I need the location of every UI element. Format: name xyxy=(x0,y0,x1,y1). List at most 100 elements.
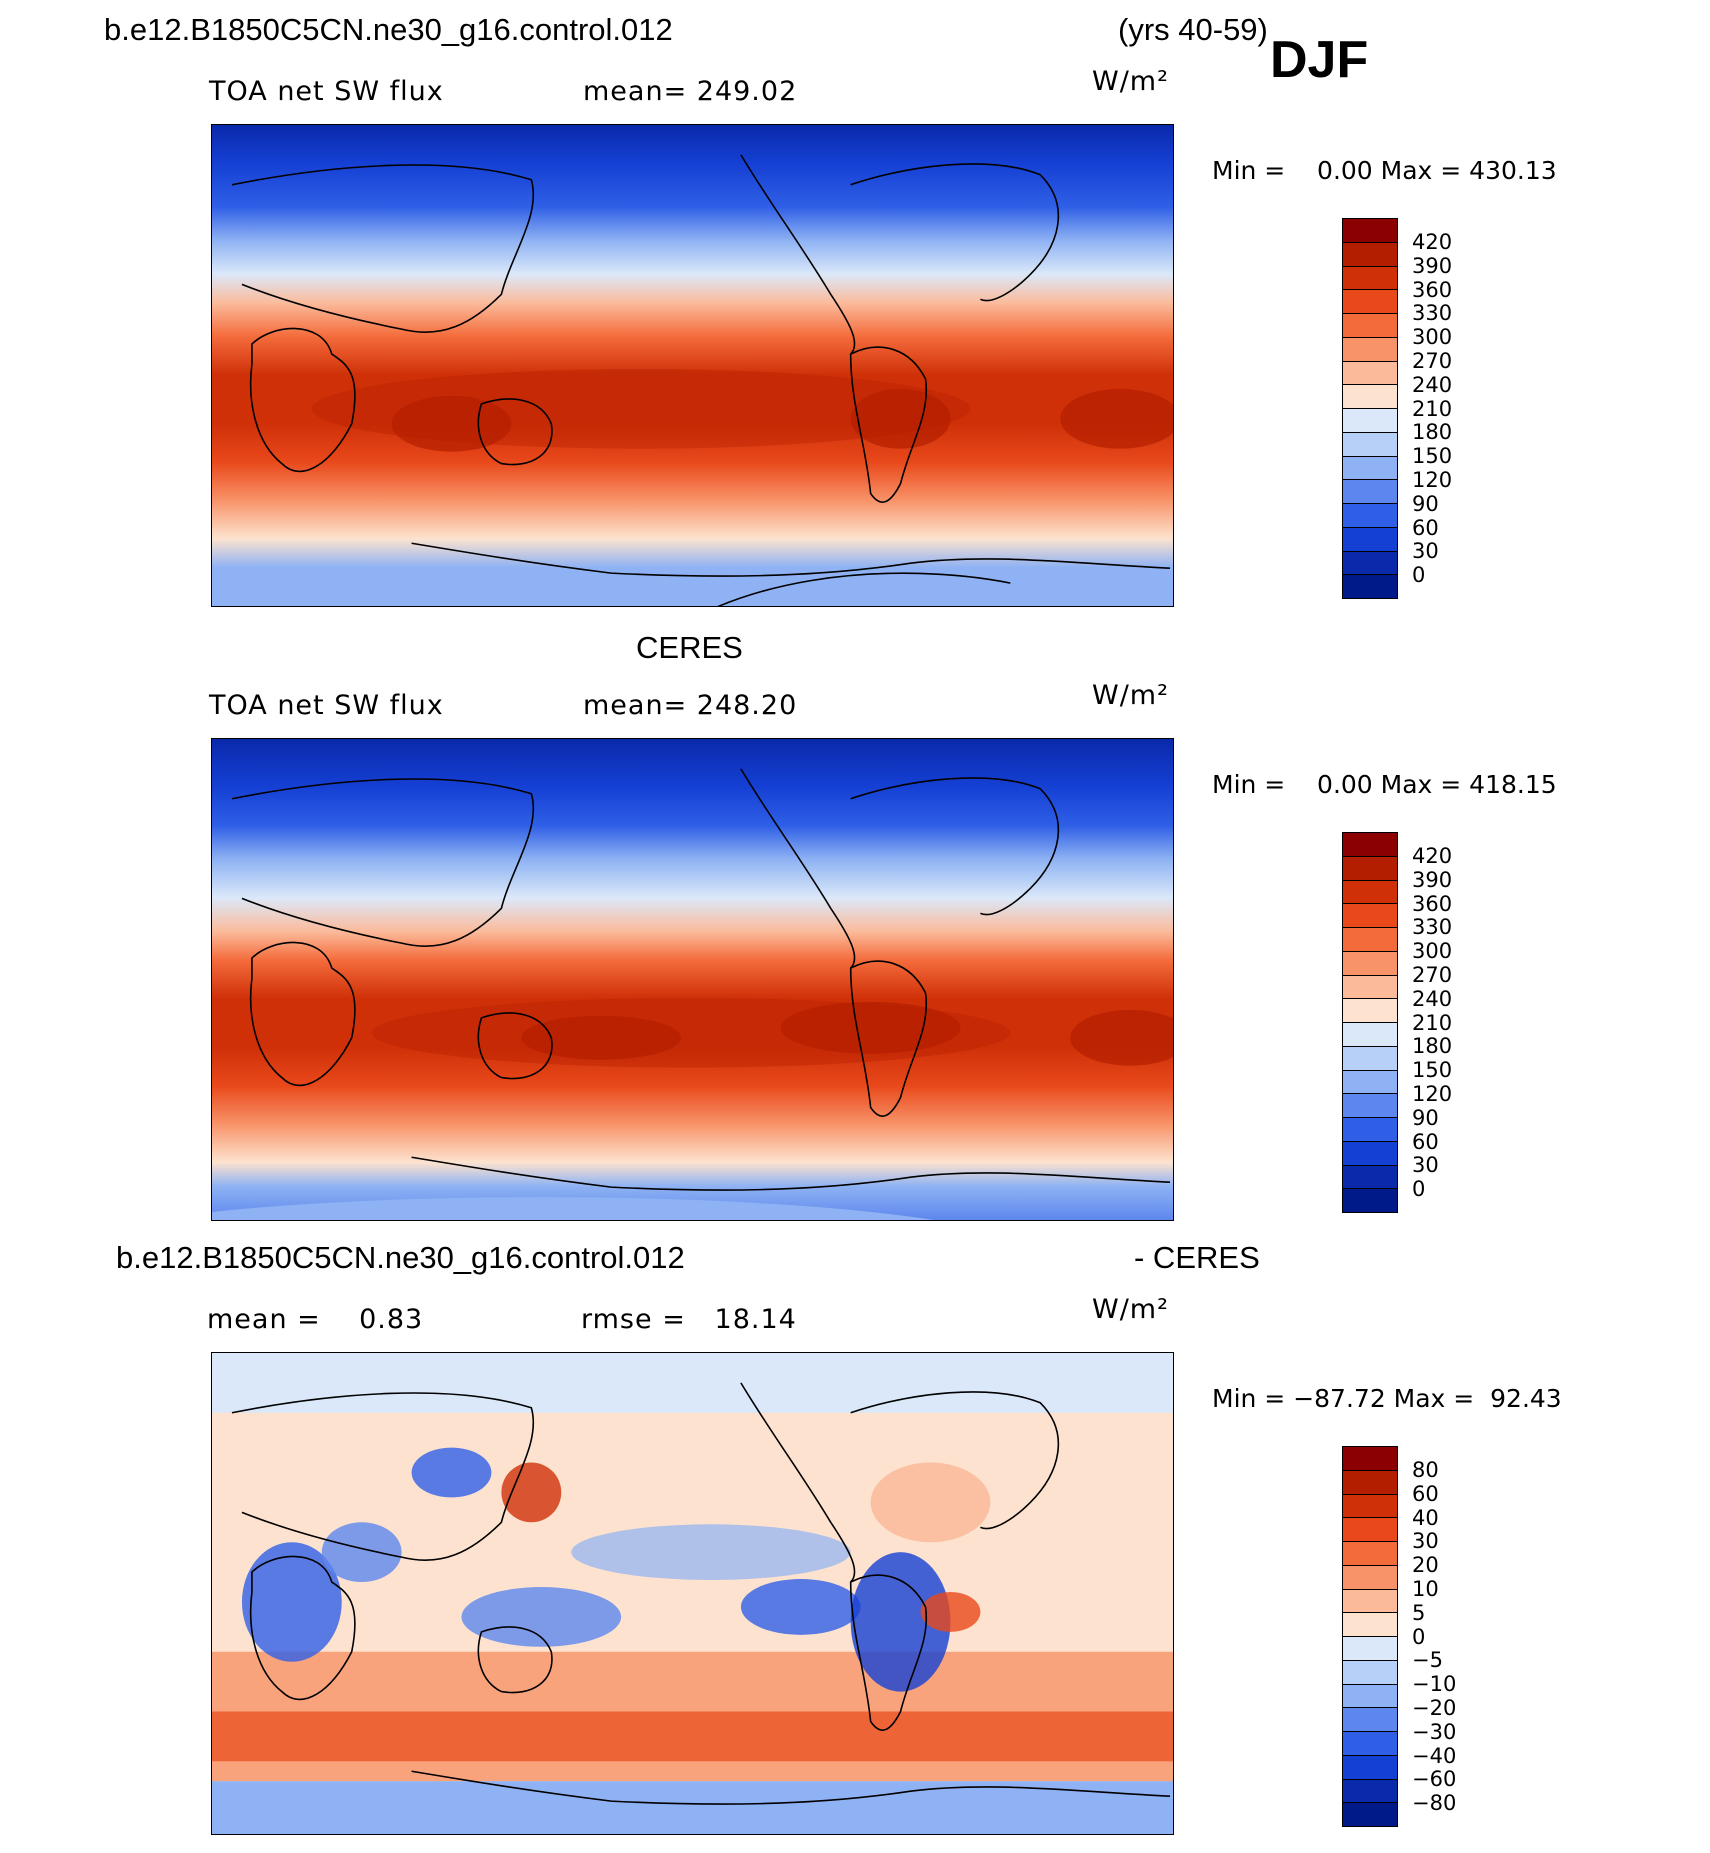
colorbar-label: −5 xyxy=(1412,1648,1443,1673)
panel2-colorbar-swatch xyxy=(1343,856,1397,881)
panel1-colorbar-swatch xyxy=(1343,432,1397,457)
panel3-minmax-stats: Min = −87.72 Max = 92.43 xyxy=(1212,1384,1562,1413)
colorbar-label: 40 xyxy=(1412,1505,1439,1530)
panel1-colorbar-swatch xyxy=(1343,456,1397,481)
panel2-colorbar-swatch xyxy=(1343,928,1397,952)
panel1-variable-label: TOA net SW flux xyxy=(209,76,444,107)
panel3-colorbar-swatch xyxy=(1343,1589,1397,1614)
panel2-colorbar-swatch xyxy=(1343,999,1397,1023)
panel3-colorbar-swatch xyxy=(1343,1779,1397,1804)
panel3-colorbar-swatch xyxy=(1343,1470,1397,1495)
panel1-colorbar-swatch xyxy=(1343,385,1397,409)
colorbar-label: 120 xyxy=(1412,468,1453,492)
panel3-colorbar-swatch xyxy=(1343,1542,1397,1566)
colorbar-label: 90 xyxy=(1412,1105,1439,1130)
colorbar-label: −80 xyxy=(1412,1791,1457,1816)
colorbar-label: 30 xyxy=(1412,539,1439,564)
panel3-colorbar-swatch xyxy=(1343,1447,1397,1471)
colorbar-label: 420 xyxy=(1412,844,1453,868)
panel2-colorbar-swatch xyxy=(1343,1189,1397,1212)
panel1-colorbar-swatch xyxy=(1343,480,1397,504)
panel2-colorbar xyxy=(1342,832,1398,1213)
colorbar-label: 180 xyxy=(1412,420,1453,445)
panel1-units-label: W/m² xyxy=(1092,66,1169,97)
colorbar-label: 80 xyxy=(1412,1458,1439,1482)
panel2-title: CERES xyxy=(636,630,743,665)
panel3-colorbar-swatch xyxy=(1343,1803,1397,1826)
colorbar-label: 90 xyxy=(1412,491,1439,516)
panel2-colorbar-swatch xyxy=(1343,1046,1397,1071)
panel3-colorbar-swatch xyxy=(1343,1637,1397,1661)
panel2-colorbar-swatch xyxy=(1343,1141,1397,1166)
panel3-colorbar xyxy=(1342,1446,1398,1827)
panel1-colorbar-swatch xyxy=(1343,337,1397,362)
colorbar-label: 0 xyxy=(1412,1177,1426,1202)
panel1-colorbar-swatch xyxy=(1343,219,1397,243)
colorbar-label: 30 xyxy=(1412,1153,1439,1178)
colorbar-label: 5 xyxy=(1412,1600,1426,1625)
panel3-colorbar-swatch xyxy=(1343,1732,1397,1756)
panel2-units-label: W/m² xyxy=(1092,680,1169,711)
colorbar-label: 300 xyxy=(1412,325,1453,350)
panel3-map-field xyxy=(212,1353,1173,1834)
panel1-colorbar-swatch xyxy=(1343,409,1397,433)
panel3-title: b.e12.B1850C5CN.ne30_g16.control.012 xyxy=(116,1240,685,1275)
panel2-colorbar-swatch xyxy=(1343,833,1397,857)
panel3-colorbar-swatch xyxy=(1343,1684,1397,1709)
case-title: b.e12.B1850C5CN.ne30_g16.control.012 xyxy=(104,12,673,47)
panel2-mean-label: mean= 248.20 xyxy=(583,690,798,721)
panel2-colorbar-swatch xyxy=(1343,904,1397,928)
panel3-mean-label: mean = 0.83 xyxy=(207,1304,424,1335)
colorbar-label: 210 xyxy=(1412,1010,1453,1035)
colorbar-label: 150 xyxy=(1412,1058,1453,1083)
panel2-map-field xyxy=(212,739,1173,1220)
colorbar-label: 300 xyxy=(1412,939,1453,964)
panel2-colorbar-swatch xyxy=(1343,1023,1397,1047)
colorbar-label: 120 xyxy=(1412,1082,1453,1106)
colorbar-label: 360 xyxy=(1412,891,1453,916)
panel1-colorbar-swatch xyxy=(1343,527,1397,552)
colorbar-label: −60 xyxy=(1412,1767,1457,1792)
years-label: (yrs 40-59) xyxy=(1118,12,1268,47)
panel3-colorbar-swatch xyxy=(1343,1708,1397,1732)
colorbar-label: 240 xyxy=(1412,372,1453,397)
panel1-mean-label: mean= 249.02 xyxy=(583,76,798,107)
panel1-minmax-stats: Min = 0.00 Max = 430.13 xyxy=(1212,156,1557,185)
panel3-colorbar-swatch xyxy=(1343,1660,1397,1685)
panel3-units-label: W/m² xyxy=(1092,1294,1169,1325)
colorbar-label: −40 xyxy=(1412,1743,1457,1768)
panel3-colorbar-swatch xyxy=(1343,1518,1397,1542)
colorbar-label: 30 xyxy=(1412,1529,1439,1554)
colorbar-label: 390 xyxy=(1412,253,1453,278)
colorbar-label: 0 xyxy=(1412,1624,1426,1649)
colorbar-label: 180 xyxy=(1412,1034,1453,1059)
colorbar-label: −20 xyxy=(1412,1696,1457,1720)
panel1-map-field xyxy=(212,125,1173,606)
colorbar-label: 270 xyxy=(1412,963,1453,987)
colorbar-label: 390 xyxy=(1412,867,1453,892)
panel3-colorbar-swatch xyxy=(1343,1613,1397,1637)
colorbar-label: 330 xyxy=(1412,301,1453,326)
panel2-minmax-stats: Min = 0.00 Max = 418.15 xyxy=(1212,770,1557,799)
season-label: DJF xyxy=(1270,31,1369,89)
panel3-map xyxy=(211,1352,1174,1835)
panel2-colorbar-swatch xyxy=(1343,880,1397,905)
colorbar-label: −10 xyxy=(1412,1672,1457,1697)
panel2-variable-label: TOA net SW flux xyxy=(209,690,444,721)
panel1-colorbar-swatch xyxy=(1343,242,1397,267)
panel1-colorbar-swatch xyxy=(1343,290,1397,314)
panel3-colorbar-swatch xyxy=(1343,1494,1397,1519)
colorbar-label: 10 xyxy=(1412,1577,1439,1601)
panel2-colorbar-swatch xyxy=(1343,1165,1397,1190)
panel1-colorbar-swatch xyxy=(1343,551,1397,576)
panel2-colorbar-swatch xyxy=(1343,1094,1397,1118)
colorbar-label: 0 xyxy=(1412,563,1426,588)
colorbar-label: 270 xyxy=(1412,349,1453,373)
colorbar-label: 420 xyxy=(1412,230,1453,254)
colorbar-label: 60 xyxy=(1412,1481,1439,1506)
colorbar-label: 210 xyxy=(1412,396,1453,421)
colorbar-label: 360 xyxy=(1412,277,1453,302)
panel1-colorbar-swatch xyxy=(1343,314,1397,338)
colorbar-label: −30 xyxy=(1412,1719,1457,1744)
panel2-map xyxy=(211,738,1174,1221)
